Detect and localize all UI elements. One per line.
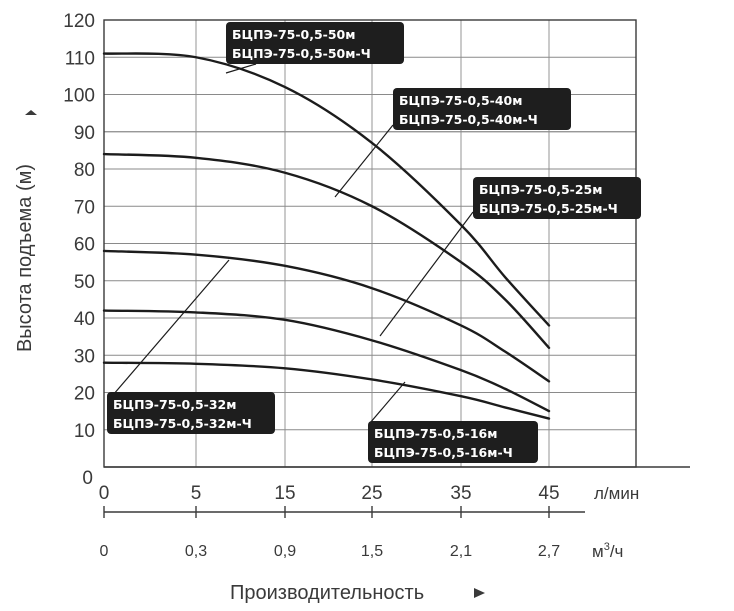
leader-line [112,259,230,396]
y-tick-label: 60 [74,235,95,256]
x2-tick-label: 0,9 [274,543,296,560]
leader-line [369,381,406,424]
x-unit-label: л/мин [594,484,639,503]
series-curve-2 [102,249,551,383]
leader-line [379,211,474,337]
series-curve-3 [102,309,551,413]
series-label: БЦПЭ-75-0,5-32м-Ч [113,416,252,431]
series-curve-0 [102,52,551,327]
series-curve-1 [102,152,551,349]
series-label: БЦПЭ-75-0,5-40м [399,93,522,108]
series-label-box: БЦПЭ-75-0,5-16м БЦПЭ-75-0,5-16м-Ч [368,421,538,463]
series-label: БЦПЭ-75-0,5-32м [113,397,236,412]
series-label: БЦПЭ-75-0,5-50м [232,27,355,42]
x-tick-label: 0 [99,483,110,504]
x2-tick-label: 2,7 [538,543,560,560]
y-tick-label: 10 [74,421,95,442]
y-tick-label: 110 [65,48,95,69]
label-background [226,22,404,64]
series-label: БЦПЭ-75-0,5-25м-Ч [479,201,618,216]
y-tick-label: 120 [63,11,95,32]
x-tick-label: 35 [450,483,471,504]
x2-tick-label: 2,1 [450,543,472,560]
label-leader-lines [112,63,474,424]
label-background [393,88,571,130]
y-axis-label: Высота подъема (м) [14,164,36,352]
series-label-box: БЦПЭ-75-0,5-32м БЦПЭ-75-0,5-32м-Ч [107,392,275,434]
series-label: БЦПЭ-75-0,5-25м [479,182,602,197]
axes [103,19,690,518]
y-tick-label: 20 [74,384,95,405]
series-labels: БЦПЭ-75-0,5-50мБЦПЭ-75-0,5-50м-ЧБЦПЭ-75-… [107,22,641,463]
x-tick-label: 15 [274,483,295,504]
x2-tick-label: 0,3 [185,543,207,560]
x-axis-arrow-icon [474,588,485,598]
leader-line [225,63,257,74]
y-tick-label: 100 [63,86,95,107]
series-label: БЦПЭ-75-0,5-50м-Ч [232,46,371,61]
series-label: БЦПЭ-75-0,5-16м [374,426,497,441]
y-tick-label: 70 [74,197,95,218]
x2-tick-labels: 0 0,3 0,9 1,5 2,1 2,7 [100,543,561,560]
series-label: БЦПЭ-75-0,5-40м-Ч [399,112,538,127]
x-axis-label: Производительность [230,582,424,604]
x-tick-label: 25 [361,483,382,504]
series-label-box: БЦПЭ-75-0,5-50м БЦПЭ-75-0,5-50м-Ч [226,22,404,64]
label-background [107,392,275,434]
y-tick-label: 80 [74,160,95,181]
y-tick-label: 40 [74,309,95,330]
y-tick-label: 30 [74,346,95,367]
y-tick-label: 50 [74,272,95,293]
series-label-box: БЦПЭ-75-0,5-25м БЦПЭ-75-0,5-25м-Ч [473,177,641,219]
label-background [473,177,641,219]
series-label: БЦПЭ-75-0,5-16м-Ч [374,445,513,460]
series-curves [102,52,551,420]
x2-tick-label: 1,5 [361,543,383,560]
x-tick-label: 5 [191,483,202,504]
label-background [368,421,538,463]
leader-line [334,124,394,198]
y-tick-label: 0 [82,468,93,489]
y-tick-labels: 0 10 20 30 40 50 60 70 80 90 100 110 120 [63,11,95,489]
x2-tick-label: 0 [100,543,109,560]
y-tick-label: 90 [74,123,95,144]
series-curve-4 [102,361,551,420]
x-tick-labels: 0 5 15 25 35 45 [99,483,560,504]
x2-unit-label: м3/ч [592,541,623,561]
y-axis-arrow-icon [25,110,37,115]
series-label-box: БЦПЭ-75-0,5-40м БЦПЭ-75-0,5-40м-Ч [393,88,571,130]
x-tick-label: 45 [538,483,559,504]
